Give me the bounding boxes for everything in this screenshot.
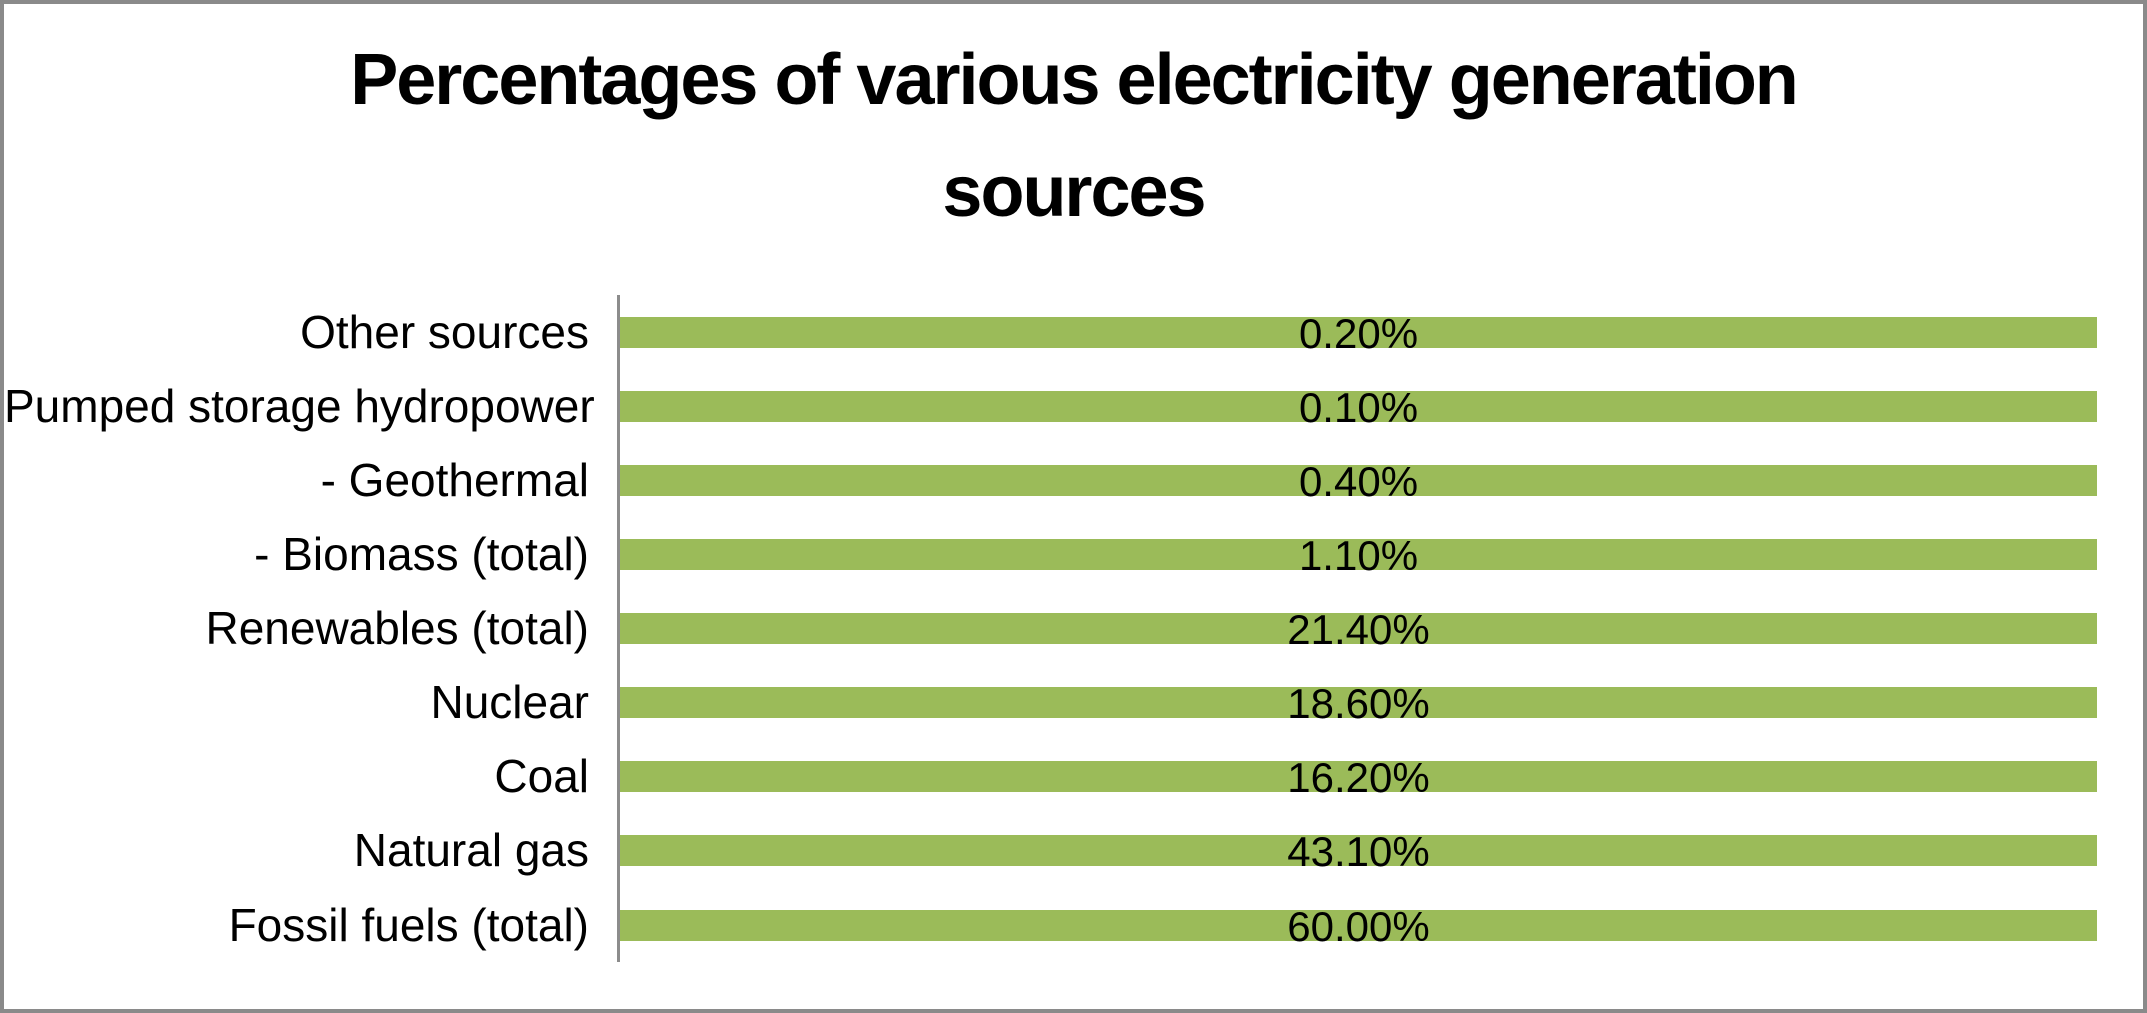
value-label: 16.20% [1287, 754, 1430, 801]
bar [620, 910, 2097, 941]
category-label: Pumped storage hydropower [4, 380, 595, 432]
bar [620, 761, 2097, 792]
chart-title-line-1: Percentages of various electricity gener… [350, 40, 1799, 120]
value-label: 43.10% [1287, 828, 1430, 875]
value-label: 0.20% [1298, 310, 1419, 357]
category-label: Nuclear [430, 676, 589, 728]
bar [620, 687, 2097, 718]
value-label: 60.00% [1287, 903, 1430, 950]
category-label: Fossil fuels (total) [228, 899, 589, 951]
value-label: 21.40% [1287, 606, 1430, 653]
bar [620, 613, 2097, 644]
bar [620, 539, 2097, 570]
category-label: - Biomass (total) [254, 528, 589, 580]
category-label: Coal [494, 750, 589, 802]
category-label: Renewables (total) [205, 602, 589, 654]
y-axis-line [617, 295, 620, 962]
bar [620, 317, 2097, 348]
category-label: Other sources [300, 306, 589, 358]
bar [620, 465, 2097, 496]
chart-title: Percentages of various electricity gener… [4, 24, 2143, 248]
value-label: 0.10% [1298, 384, 1419, 431]
bar [620, 391, 2097, 422]
value-label: 1.10% [1298, 532, 1419, 579]
bar [620, 835, 2097, 866]
value-label: 0.40% [1298, 458, 1419, 505]
value-label: 18.60% [1287, 680, 1430, 727]
category-label: - Geothermal [320, 454, 589, 506]
category-label: Natural gas [353, 824, 589, 876]
chart-title-line-2: sources [942, 152, 1206, 232]
